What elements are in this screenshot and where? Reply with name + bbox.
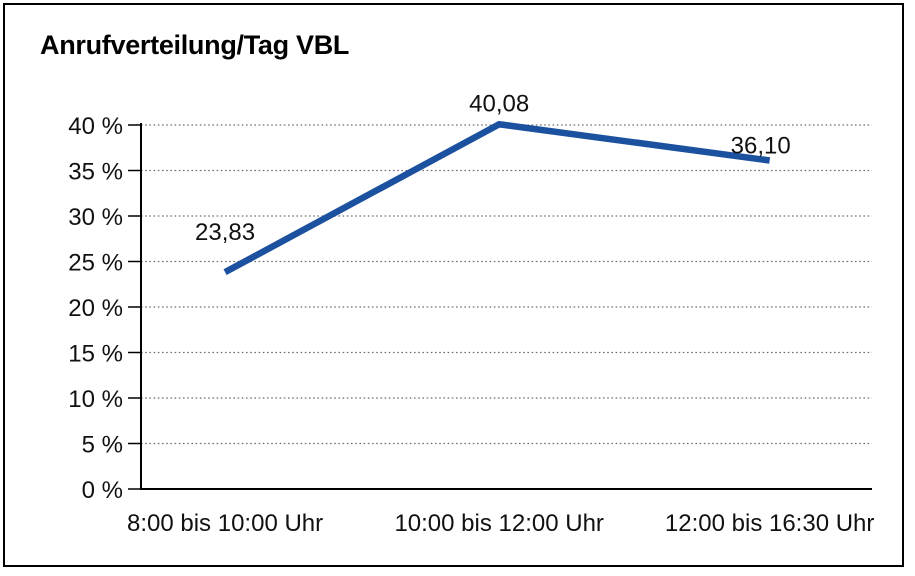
data-point-label: 23,83 [195,219,255,246]
data-point-label: 36,10 [731,132,791,159]
data-point-label: 40,08 [469,90,529,117]
y-axis-tick-label: 30 % [68,204,123,231]
data-line [223,120,771,276]
y-axis-tick-label: 20 % [68,295,123,322]
y-axis-tick-label: 5 % [82,432,123,459]
y-axis-tick-label: 40 % [68,113,123,140]
y-axis-tick-label: 35 % [68,159,123,186]
x-axis-label: 8:00 bis 10:00 Uhr [127,510,323,537]
x-axis-label: 10:00 bis 12:00 Uhr [394,510,603,537]
y-axis-tick-label: 25 % [68,250,123,277]
chart-outer-border [3,3,904,567]
y-axis-tick-label: 10 % [68,386,123,413]
chart-title: Anrufverteilung/Tag VBL [40,30,350,60]
x-axis-label: 12:00 bis 16:30 Uhr [665,510,874,537]
y-axis-tick-label: 0 % [82,477,123,504]
y-axis-tick-label: 15 % [68,341,123,368]
